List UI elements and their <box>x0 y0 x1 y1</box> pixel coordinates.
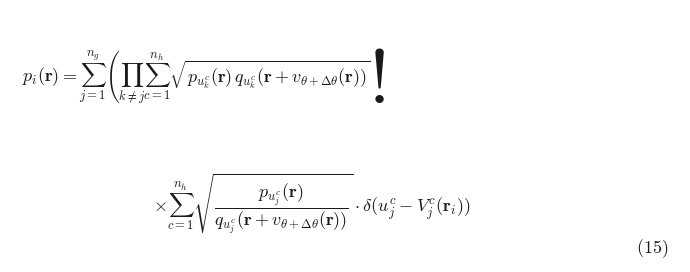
Text: $\times \sum_{c=1}^{n_h} \sqrt{\dfrac{p_{u_j^c}(\mathbf{r})}{q_{u_j^c}(\mathbf{r: $\times \sum_{c=1}^{n_h} \sqrt{\dfrac{p_… <box>152 171 470 236</box>
Text: $p_i(\mathbf{r}) = \sum_{j=1}^{n_g} \left( \prod_{k \neq j} \sum_{c=1}^{n_h} \sq: $p_i(\mathbf{r}) = \sum_{j=1}^{n_g} \lef… <box>22 47 386 106</box>
Text: $(15)$: $(15)$ <box>635 238 668 260</box>
